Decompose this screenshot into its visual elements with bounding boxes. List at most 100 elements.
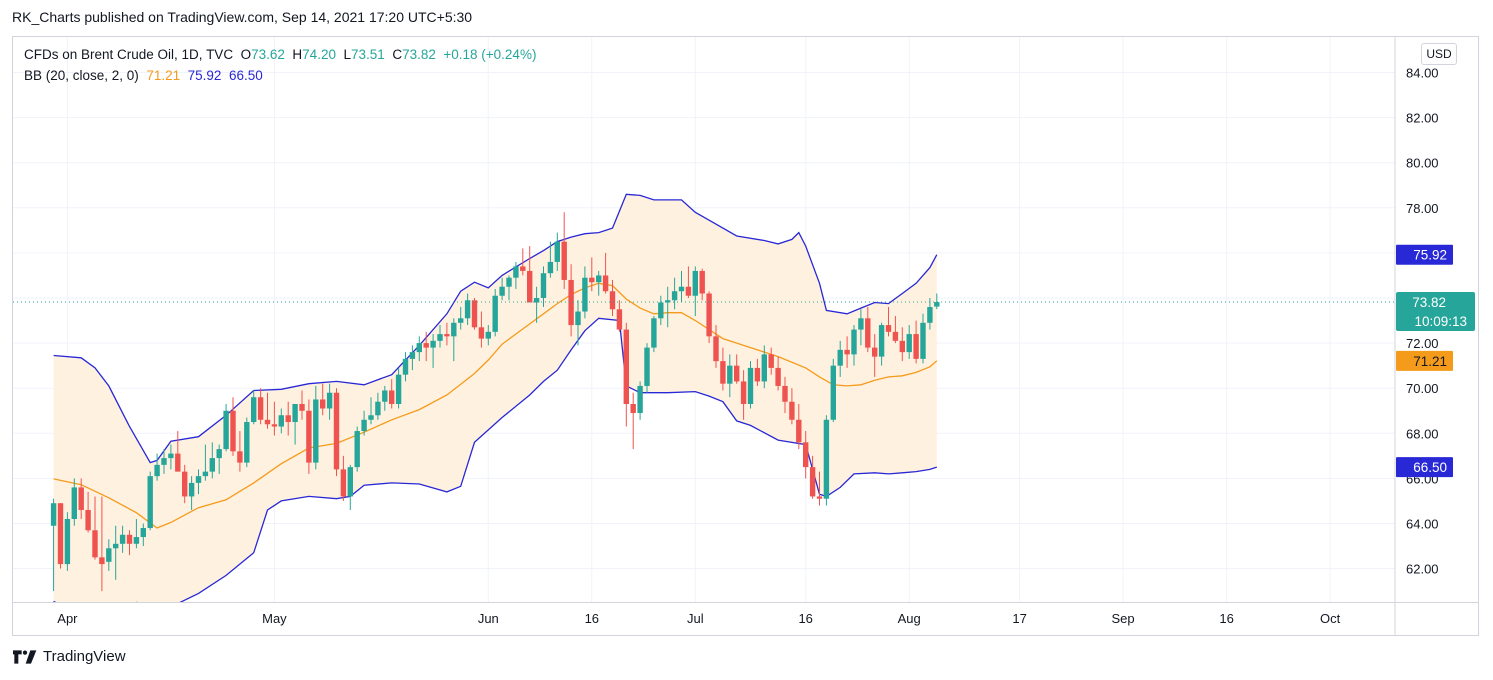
- candle-body: [368, 415, 374, 420]
- candle-body: [927, 307, 933, 323]
- candle-body: [423, 343, 429, 348]
- open-value: 73.62: [251, 47, 285, 62]
- candle-body: [133, 537, 140, 544]
- candle-body: [216, 449, 222, 459]
- candle-body: [92, 530, 98, 558]
- legend-bb-row: BB (20, close, 2, 0) 71.21 75.92 66.50: [24, 65, 536, 86]
- candle-body: [99, 557, 105, 565]
- y-tick-label: 82.00: [1406, 111, 1439, 126]
- candle-body: [527, 270, 533, 303]
- candle-body: [71, 487, 77, 519]
- candle-body: [437, 334, 443, 341]
- candle-body: [851, 329, 857, 355]
- candle-body: [934, 302, 940, 307]
- y-tick-label: 68.00: [1406, 426, 1439, 441]
- candle-body: [671, 291, 678, 301]
- currency-button[interactable]: USD: [1421, 43, 1457, 65]
- footer-brand: TradingView: [13, 648, 126, 665]
- bb-upper-value: 75.92: [187, 68, 222, 83]
- candle-body: [299, 403, 305, 411]
- lower-band-price-label-bg: [1396, 457, 1453, 478]
- chart-legend: CFDs on Brent Crude Oil, 1D, TVC O73.62 …: [24, 44, 536, 86]
- candle-body: [554, 241, 560, 262]
- candle-body: [754, 367, 761, 382]
- candle-body: [872, 347, 878, 357]
- candle-body: [727, 365, 733, 384]
- candle-body: [85, 509, 91, 531]
- candle-body: [899, 340, 905, 353]
- candle-body: [50, 503, 57, 526]
- candle-body: [796, 419, 802, 443]
- candle-body: [533, 298, 540, 303]
- candle-body: [333, 392, 340, 470]
- bb-upper-line: [53, 193, 938, 464]
- candle-body: [451, 322, 457, 337]
- plot-area: [13, 37, 1395, 602]
- candle-body: [347, 467, 353, 497]
- y-tick-label: 72.00: [1406, 336, 1439, 351]
- candle-body: [547, 261, 554, 274]
- candle-body: [147, 476, 153, 529]
- candle-body: [257, 397, 264, 420]
- candle-body: [113, 543, 119, 549]
- bb-band-fill: [53, 194, 937, 602]
- candle-body: [78, 487, 84, 510]
- x-tick-label: Aug: [898, 611, 921, 626]
- candle-body: [775, 367, 781, 386]
- symbol-label[interactable]: CFDs on Brent Crude Oil, 1D, TVC: [24, 47, 234, 62]
- tradingview-logo-icon: [13, 649, 37, 664]
- candle-body: [416, 343, 422, 353]
- candle-body: [161, 458, 167, 465]
- candle-body: [375, 401, 381, 416]
- candle-body: [589, 277, 595, 283]
- candle-body: [913, 334, 919, 359]
- candle-body: [340, 469, 347, 497]
- x-tick-label: Apr: [57, 611, 78, 626]
- candle-body: [885, 325, 892, 332]
- candle-body: [402, 358, 409, 375]
- last-price-label-bg: [1396, 292, 1475, 332]
- candle-body: [740, 381, 747, 404]
- bb-indicator-label[interactable]: BB (20, close, 2, 0): [24, 68, 139, 83]
- chart-frame: [12, 36, 1479, 636]
- candle-body: [154, 464, 160, 477]
- candle-body: [692, 270, 698, 296]
- candle-body: [430, 340, 436, 348]
- candle-body: [326, 392, 333, 409]
- legend-ohlc-row: CFDs on Brent Crude Oil, 1D, TVC O73.62 …: [24, 44, 536, 65]
- candle-body: [540, 273, 547, 298]
- y-tick-label: 64.00: [1406, 517, 1439, 532]
- x-tick-label: 16: [1219, 611, 1233, 626]
- candle-body: [858, 318, 864, 330]
- candle-body: [382, 390, 388, 402]
- basis-price-label-bg: [1396, 350, 1453, 371]
- candle-body: [230, 410, 236, 452]
- candle-body: [623, 329, 629, 404]
- candle-body: [464, 300, 471, 319]
- candle-body: [292, 403, 298, 423]
- candle-body: [168, 453, 174, 459]
- countdown-label: 10:09:13: [1414, 314, 1467, 329]
- candle-body: [816, 496, 823, 499]
- candle-body: [837, 349, 843, 366]
- low-label: L: [343, 47, 351, 62]
- basis-price-label: 71.21: [1413, 354, 1447, 369]
- candle-body: [651, 318, 657, 348]
- candle-body: [747, 367, 754, 404]
- upper-band-price-label: 75.92: [1413, 248, 1447, 263]
- candle-body: [278, 415, 284, 427]
- candle-body: [761, 354, 767, 382]
- candle-body: [720, 361, 726, 384]
- candle-body: [478, 327, 485, 339]
- open-label: O: [240, 47, 252, 62]
- candle-body: [271, 424, 278, 427]
- candle-body: [188, 482, 195, 497]
- x-tick-label: 17: [1012, 611, 1026, 626]
- candle-body: [892, 331, 899, 341]
- candle-body: [906, 334, 912, 353]
- candle-body: [458, 318, 464, 323]
- y-tick-label: 80.00: [1406, 156, 1439, 171]
- candle-body: [637, 385, 643, 414]
- candle-body: [195, 476, 202, 483]
